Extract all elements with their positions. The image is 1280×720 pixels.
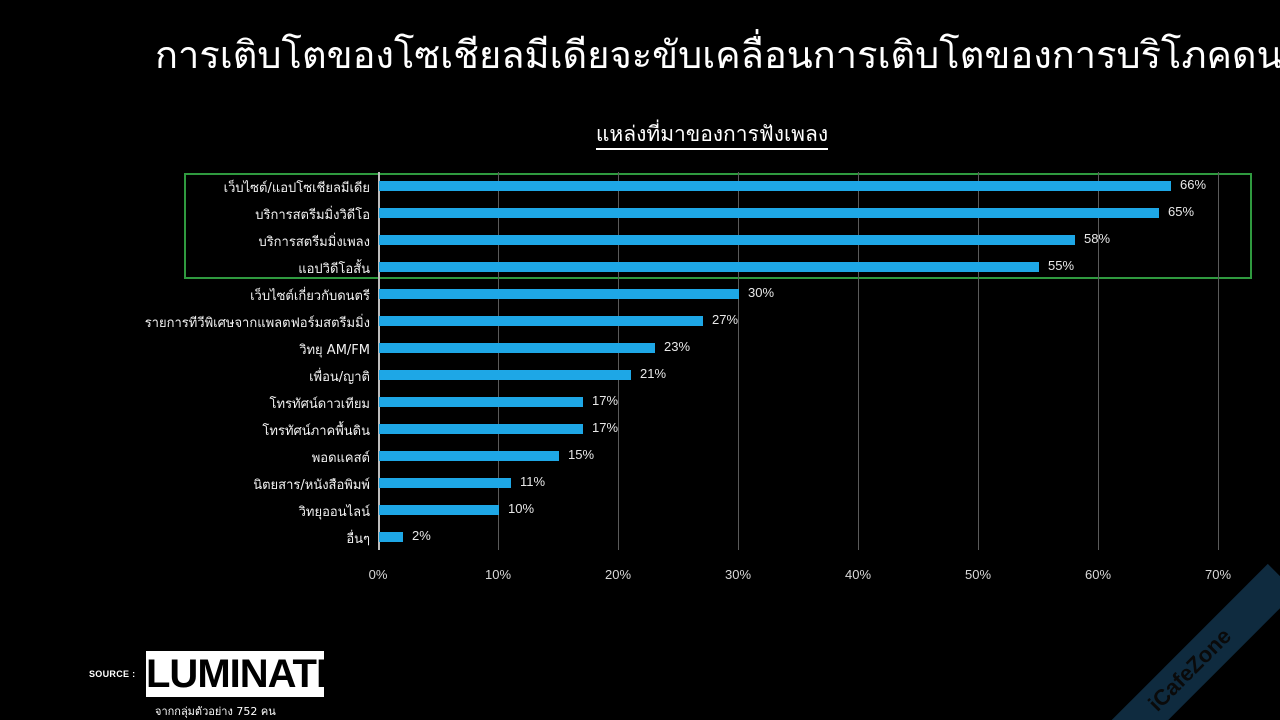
value-label: 23% xyxy=(664,339,691,354)
x-tick-label: 50% xyxy=(964,567,992,582)
x-tick-label: 0% xyxy=(368,567,388,582)
sample-note: จากกลุ่มตัวอย่าง 752 คน xyxy=(155,705,276,718)
value-label: 10% xyxy=(508,501,535,516)
bar xyxy=(379,397,583,407)
x-tick-label: 60% xyxy=(1084,567,1112,582)
x-tick-label: 30% xyxy=(724,567,752,582)
value-label: 66% xyxy=(1180,177,1207,192)
bar xyxy=(379,451,559,461)
bar xyxy=(379,181,1171,191)
bar-row: บริการสตรีมมิ่งเพลง 58% xyxy=(258,226,1218,253)
gridline xyxy=(978,172,979,550)
highlight-box xyxy=(184,173,1252,279)
category-label: วิทยุ AM/FM xyxy=(299,343,370,358)
gridline xyxy=(1218,172,1219,550)
bar xyxy=(379,289,739,299)
bar xyxy=(379,532,403,542)
bar xyxy=(379,370,631,380)
bar-row: วิทยุออนไลน์ 10% xyxy=(299,496,1218,523)
bar xyxy=(379,235,1075,245)
value-label: 17% xyxy=(592,393,619,408)
chart-title-text: แหล่งที่มาของการฟังเพลง xyxy=(595,122,829,150)
category-label: บริการสตรีมมิ่งวิดีโอ xyxy=(255,208,370,223)
bar-chart: เว็บไซต์/แอปโซเชียลมีเดีย 66% บริการสตรีมม… xyxy=(145,172,1219,550)
watermark: iCafeZone xyxy=(1083,563,1280,720)
bar xyxy=(379,505,499,515)
category-label: วิทยุออนไลน์ xyxy=(298,505,370,520)
bar-row: นิตยสาร/หนังสือพิมพ์ 11% xyxy=(253,469,1218,496)
gridline xyxy=(738,172,739,550)
bar-row: พอดแคสต์ 15% xyxy=(312,442,1218,469)
gridline xyxy=(498,172,499,550)
x-tick-label: 10% xyxy=(484,567,512,582)
gridline xyxy=(1098,172,1099,550)
category-label: โทรทัศน์ภาคพื้นดิน xyxy=(262,424,370,439)
category-label: เว็บไซต์เกี่ยวกับดนตรี xyxy=(250,289,370,304)
category-label: โทรทัศน์ดาวเทียม xyxy=(269,397,370,412)
value-label: 58% xyxy=(1084,231,1111,246)
value-label: 15% xyxy=(568,447,595,462)
bar-row: เพื่อน/ญาติ 21% xyxy=(309,361,1218,388)
value-label: 11% xyxy=(520,474,546,489)
value-label: 17% xyxy=(592,420,619,435)
bar-row: บริการสตรีมมิ่งวิดีโอ 65% xyxy=(255,199,1218,226)
category-label: พอดแคสต์ xyxy=(311,451,370,466)
category-label: เพื่อน/ญาติ xyxy=(309,370,370,385)
category-label: รายการทีวีพิเศษจากแพลตฟอร์มสตรีมมิ่ง xyxy=(144,316,370,331)
bar-row: รายการทีวีพิเศษจากแพลตฟอร์มสตรีมมิ่ง 27% xyxy=(145,307,1218,334)
luminate-logo: LUMINATE xyxy=(146,651,343,697)
bar-row: โทรทัศน์ดาวเทียม 17% xyxy=(270,388,1218,415)
x-tick-label: 40% xyxy=(844,567,872,582)
bar xyxy=(379,262,1039,272)
gridline xyxy=(858,172,859,550)
y-axis-line xyxy=(378,172,380,550)
bar xyxy=(379,478,511,488)
bar-row: แอปวิดีโอสั้น 55% xyxy=(298,253,1218,280)
value-label: 27% xyxy=(712,312,739,327)
source-label: SOURCE : xyxy=(89,669,136,679)
category-label: บริการสตรีมมิ่งเพลง xyxy=(258,235,370,250)
category-label: นิตยสาร/หนังสือพิมพ์ xyxy=(253,478,370,493)
page-title: การเติบโตของโซเชียลมีเดียจะขับเคลื่อนการ… xyxy=(155,33,1280,77)
bar xyxy=(379,208,1159,218)
value-label: 30% xyxy=(748,285,775,300)
x-tick-label: 70% xyxy=(1204,567,1232,582)
value-label: 65% xyxy=(1168,204,1195,219)
bar-row: วิทยุ AM/FM 23% xyxy=(299,334,1218,361)
category-label: อื่นๆ xyxy=(346,532,370,547)
bar-row: เว็บไซต์เกี่ยวกับดนตรี 30% xyxy=(250,280,1218,307)
value-label: 2% xyxy=(412,528,431,543)
chart-title: แหล่งที่มาของการฟังเพลง xyxy=(0,118,1280,151)
gridline xyxy=(618,172,619,550)
bar xyxy=(379,316,703,326)
category-label: แอปวิดีโอสั้น xyxy=(298,262,370,277)
category-label: เว็บไซต์/แอปโซเชียลมีเดีย xyxy=(223,181,370,196)
bar-row: อื่นๆ 2% xyxy=(346,523,1218,550)
bar xyxy=(379,424,583,434)
x-tick-label: 20% xyxy=(604,567,632,582)
value-label: 55% xyxy=(1048,258,1075,273)
value-label: 21% xyxy=(640,366,667,381)
bar xyxy=(379,343,655,353)
bar-row: เว็บไซต์/แอปโซเชียลมีเดีย 66% xyxy=(224,172,1218,199)
bar-row: โทรทัศน์ภาคพื้นดิน 17% xyxy=(262,415,1218,442)
